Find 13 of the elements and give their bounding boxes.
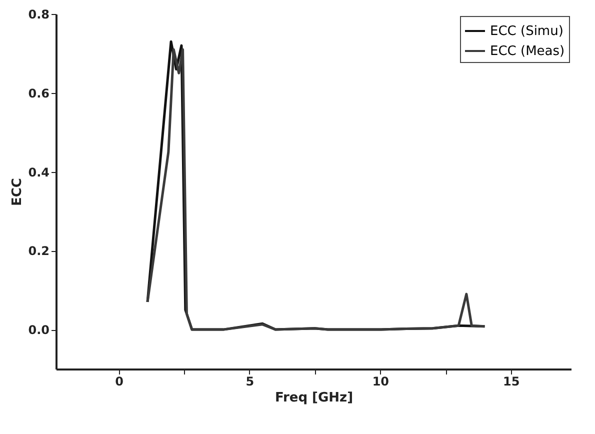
legend-label: ECC (Simu)	[490, 24, 564, 39]
y-tick-label: 0.6	[28, 86, 50, 100]
x-tick-label: 0	[115, 374, 124, 388]
y-tick-label: 0.4	[28, 165, 50, 180]
x-tick-label: 5	[246, 374, 254, 388]
text: 0.0	[28, 323, 50, 338]
x-tick-label: 10	[372, 374, 390, 388]
y-tick-label: 0.8	[28, 8, 50, 22]
x-axis-title: Freq [GHz]	[274, 390, 354, 406]
x-tick-label: 15	[503, 374, 520, 388]
y-tick-label: 0.2	[28, 244, 50, 258]
legend-label: ECC (Meas)	[490, 44, 565, 59]
y-axis-title: ECC	[10, 178, 26, 206]
